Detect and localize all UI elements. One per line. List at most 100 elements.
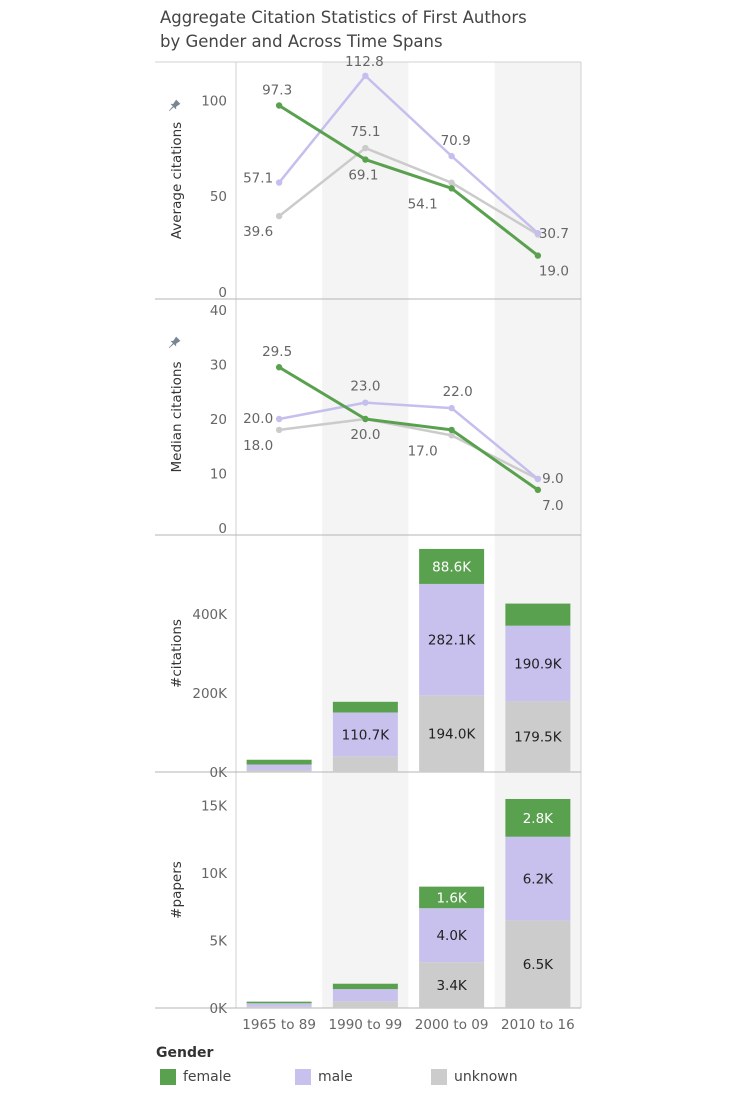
bar-female [332,701,398,713]
data-label: 20.0 [350,427,380,443]
x-tick-label: 1965 to 89 [242,1017,316,1033]
y-tick-label: 0K [210,765,229,781]
bar-label: 2.8K [523,811,554,827]
bar-female [246,1001,312,1004]
legend-swatch-unknown [431,1069,447,1085]
x-tick-label: 2000 to 09 [415,1017,489,1033]
data-label: 30.7 [539,226,569,242]
bar-male [246,764,312,771]
bar-male [505,836,571,921]
data-point-female [362,415,369,423]
data-point-female [362,156,369,163]
data-label: 19.0 [539,264,569,280]
bar-label: 179.5K [514,730,563,746]
y-tick-label: 20 [210,412,227,428]
x-tick-label: 2010 to 16 [501,1017,575,1033]
y-tick-label: 0 [218,285,227,301]
y-tick-label: 40 [210,303,227,319]
bar-unknown [246,1006,312,1008]
data-point-male [275,415,283,423]
bar-female [246,759,312,765]
bar-label: 4.0K [436,928,467,944]
bar-unknown [505,920,571,1008]
data-point-female [448,426,455,434]
bar-female [332,983,398,990]
y-tick-label: 5K [210,934,229,950]
legend-label-male: male [318,1069,353,1085]
y-tick-label: 30 [210,358,227,374]
data-point-female [534,252,542,259]
data-label: 97.3 [262,83,292,99]
legend-item-male[interactable]: male [295,1068,353,1086]
data-label: 29.5 [262,344,292,360]
data-point-female [448,185,455,192]
data-point-male [448,152,455,160]
y-axis-title-4: #papers [169,861,185,919]
pin-icon-2[interactable] [166,336,181,351]
bar-label: 6.2K [523,872,554,888]
y-axis-title-3: #citations [169,619,185,688]
legend-label-female: female [183,1069,232,1085]
data-point-female [275,102,283,109]
data-label: 112.8 [345,54,384,70]
chart-area: Average citations 0 50 100 97.3 57.1 39.6 112.8… [155,54,582,1033]
bar-unknown [332,1001,398,1008]
legend-swatch-male [295,1069,311,1085]
bar-label: 88.6K [432,559,472,575]
bar-unknown [419,695,485,772]
data-label: 39.6 [243,224,273,240]
bar-label: 282.1K [428,633,477,649]
y-tick-label: 15K [201,799,228,815]
pin-icon-1[interactable] [166,99,181,114]
data-label: 18.0 [243,438,273,454]
data-point-male [448,404,455,412]
series-line-unknown [278,146,539,236]
bar-label: 110.7K [342,727,391,743]
y-tick-label: 200K [192,686,228,702]
bar-male [419,908,485,963]
data-label: 54.1 [408,196,438,212]
bar-female [419,886,485,909]
bar-male [332,989,398,1002]
data-label: 70.9 [441,133,471,149]
bar-unknown [246,770,312,772]
bar-label: 3.4K [436,978,467,994]
series-line-unknown [278,417,539,481]
y-tick-label: 50 [210,189,227,205]
y-axis-title-2: Median citations [169,361,185,472]
data-label: 23.0 [350,379,380,395]
data-label: 17.0 [408,443,438,459]
bar-female [505,603,571,626]
bar-female [505,798,571,837]
data-point-unknown [448,179,455,186]
legend-item-unknown[interactable]: unknown [431,1068,518,1086]
series-line-male [278,74,539,235]
bar-label: 1.6K [436,890,467,906]
legend-item-female[interactable]: female [160,1068,231,1086]
legend-swatch-female [160,1069,176,1085]
bar-label: 194.0K [428,727,477,743]
bar-male [332,712,398,757]
data-point-unknown [362,144,369,152]
y-axis-title-1: Average citations [169,122,185,239]
data-point-female [275,364,283,371]
bar-male [246,1003,312,1007]
data-point-male [534,475,542,483]
chart-title-line2: by Gender and Across Time Spans [160,32,443,51]
bar-male [505,625,571,702]
data-point-unknown [275,426,283,434]
bar-label: 6.5K [523,957,554,973]
x-tick-label: 1990 to 99 [329,1017,403,1033]
data-point-male [362,72,369,80]
data-label: 69.1 [348,168,378,184]
bar-unknown [419,962,485,1008]
bar-unknown [505,701,571,772]
series-line-female [278,104,539,257]
legend-label-unknown: unknown [454,1069,518,1085]
bar-male [419,583,485,696]
data-label: 57.1 [243,171,273,187]
data-point-male [275,179,283,186]
y-tick-label: 0 [218,521,227,537]
y-tick-label: 100 [201,93,227,109]
series-line-male [278,401,539,480]
